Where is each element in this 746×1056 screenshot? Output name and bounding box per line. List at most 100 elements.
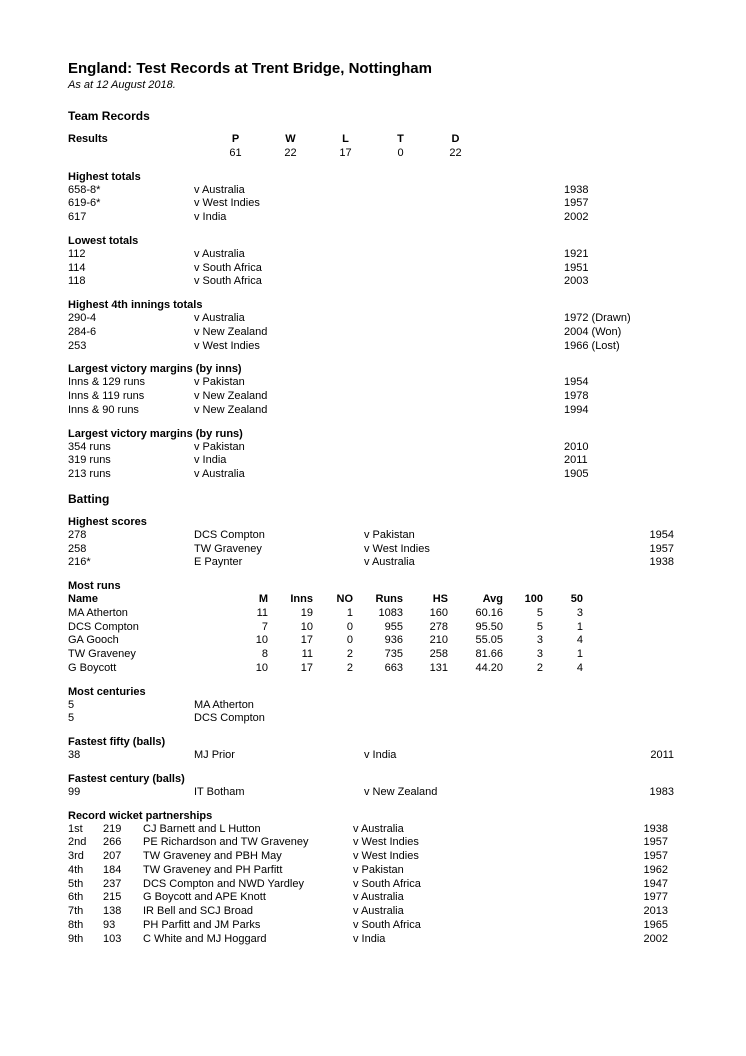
score: Inns & 90 runs: [68, 404, 194, 418]
header-w: W: [263, 133, 318, 147]
opponent: v Australia: [194, 184, 564, 198]
matches: 10: [223, 634, 268, 648]
mr-h-50: 50: [543, 593, 583, 607]
wicket-ordinal: 7th: [68, 905, 103, 919]
table-row: 658-8*v Australia1938: [68, 184, 696, 198]
innings: 11: [268, 648, 313, 662]
player-name: MA Atherton: [194, 699, 364, 713]
centuries: 2: [503, 662, 543, 676]
average: 55.05: [448, 634, 503, 648]
year: 1938: [564, 184, 674, 198]
table-row: 290-4v Australia1972 (Drawn): [68, 312, 696, 326]
opponent: v Australia: [194, 248, 564, 262]
opponent: v India: [364, 749, 594, 763]
fifties: 4: [543, 634, 583, 648]
score: 278: [68, 529, 194, 543]
value-l: 17: [318, 147, 373, 161]
innings: 17: [268, 662, 313, 676]
year: 1947: [588, 878, 668, 892]
matches: 10: [223, 662, 268, 676]
opponent: v India: [194, 211, 564, 225]
table-row: 5th237DCS Compton and NWD Yardleyv South…: [68, 878, 696, 892]
results-header-row: Results P W L T D: [68, 133, 696, 147]
highest_totals-title: Highest totals: [68, 171, 696, 183]
average: 95.50: [448, 621, 503, 635]
player-name: MJ Prior: [194, 749, 364, 763]
year: 2003: [564, 275, 674, 289]
fastest-fifty-title: Fastest fifty (balls): [68, 736, 696, 748]
opponent: v Pakistan: [364, 529, 594, 543]
centuries: 3: [503, 648, 543, 662]
opponent: v South Africa: [353, 878, 588, 892]
highest_4th-title: Highest 4th innings totals: [68, 299, 696, 311]
score: 619-6*: [68, 197, 194, 211]
year: 1962: [588, 864, 668, 878]
wicket-ordinal: 9th: [68, 933, 103, 947]
table-row: 319 runsv India2011: [68, 454, 696, 468]
table-row: 38MJ Priorv India2011: [68, 749, 696, 763]
player-name: E Paynter: [194, 556, 364, 570]
year: 1938: [594, 556, 674, 570]
year: 1905: [564, 468, 674, 482]
runs: 735: [353, 648, 403, 662]
player-names: G Boycott and APE Knott: [143, 891, 353, 905]
fifties: 4: [543, 662, 583, 676]
opponent: v New Zealand: [194, 404, 564, 418]
results-label: Results: [68, 133, 208, 147]
fastest-century-title: Fastest century (balls): [68, 773, 696, 785]
table-row: 7th138IR Bell and SCJ Broadv Australia20…: [68, 905, 696, 919]
most-runs-header: Name M Inns NO Runs HS Avg 100 50: [68, 593, 696, 607]
table-row: 5DCS Compton: [68, 712, 696, 726]
year: 1977: [588, 891, 668, 905]
matches: 11: [223, 607, 268, 621]
innings: 19: [268, 607, 313, 621]
score: 118: [68, 275, 194, 289]
opponent: v South Africa: [353, 919, 588, 933]
score: 658-8*: [68, 184, 194, 198]
year: 1978: [564, 390, 674, 404]
matches: 7: [223, 621, 268, 635]
opponent: v Pakistan: [353, 864, 588, 878]
runs: 936: [353, 634, 403, 648]
year: 2002: [564, 211, 674, 225]
score: 258: [68, 543, 194, 557]
table-row: 2nd266PE Richardson and TW Graveneyv Wes…: [68, 836, 696, 850]
table-row: 8th93PH Parfitt and JM Parksv South Afri…: [68, 919, 696, 933]
header-p: P: [208, 133, 263, 147]
table-row: 617v India2002: [68, 211, 696, 225]
score: 617: [68, 211, 194, 225]
player-name: IT Botham: [194, 786, 364, 800]
count: 5: [68, 699, 194, 713]
page-title: England: Test Records at Trent Bridge, N…: [68, 60, 696, 77]
year: 2010: [564, 441, 674, 455]
opponent: v New Zealand: [194, 390, 564, 404]
subtitle: As at 12 August 2018.: [68, 79, 696, 91]
player-names: CJ Barnett and L Hutton: [143, 823, 353, 837]
score: 319 runs: [68, 454, 194, 468]
table-row: G Boycott1017266313144.2024: [68, 662, 696, 676]
mr-h-100: 100: [503, 593, 543, 607]
table-row: 118v South Africa2003: [68, 275, 696, 289]
player-name: GA Gooch: [68, 634, 223, 648]
score: 114: [68, 262, 194, 276]
innings: 17: [268, 634, 313, 648]
year: 1972 (Drawn): [564, 312, 674, 326]
score: 284-6: [68, 326, 194, 340]
wicket-ordinal: 1st: [68, 823, 103, 837]
high-score: 160: [403, 607, 448, 621]
runs: 103: [103, 933, 143, 947]
player-name: MA Atherton: [68, 607, 223, 621]
high-score: 210: [403, 634, 448, 648]
table-row: 114v South Africa1951: [68, 262, 696, 276]
table-row: MA Atherton11191108316060.1653: [68, 607, 696, 621]
player-name: DCS Compton: [194, 712, 364, 726]
table-row: 112v Australia1921: [68, 248, 696, 262]
opponent: v Pakistan: [194, 376, 564, 390]
score: 354 runs: [68, 441, 194, 455]
player-names: PH Parfitt and JM Parks: [143, 919, 353, 933]
player-names: TW Graveney and PBH May: [143, 850, 353, 864]
wicket-ordinal: 8th: [68, 919, 103, 933]
average: 44.20: [448, 662, 503, 676]
opponent: v New Zealand: [194, 326, 564, 340]
header-l: L: [318, 133, 373, 147]
